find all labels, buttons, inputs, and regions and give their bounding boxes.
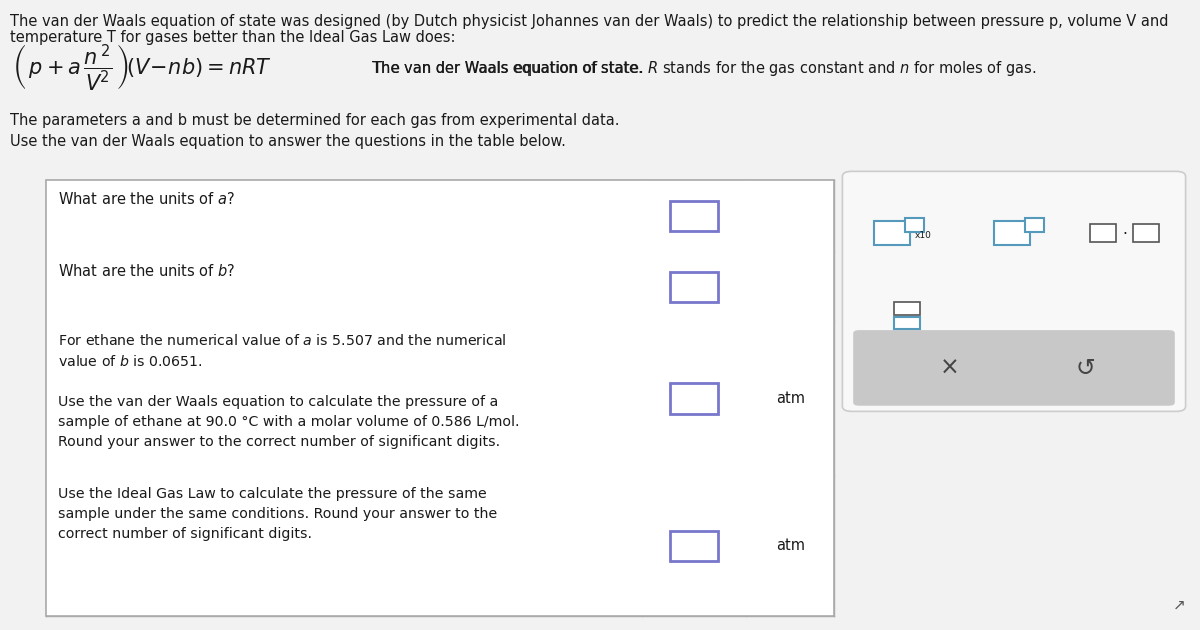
Text: ↗: ↗	[1172, 597, 1186, 612]
Text: ↺: ↺	[1075, 356, 1096, 380]
Text: The parameters a and b must be determined for each gas from experimental data.: The parameters a and b must be determine…	[10, 113, 619, 129]
Text: Use the van der Waals equation to answer the questions in the table below.: Use the van der Waals equation to answer…	[10, 134, 565, 149]
Text: Use the Ideal Gas Law to calculate the pressure of the same
sample under the sam: Use the Ideal Gas Law to calculate the p…	[58, 487, 497, 541]
Text: temperature T for gases better than the Ideal Gas Law does:: temperature T for gases better than the …	[10, 30, 455, 45]
Text: atm: atm	[775, 391, 805, 406]
Text: $\left(\,p+a\,\dfrac{n^{\,2}}{V^{\!2}}\,\right)\!(V\!-\!nb)=nRT$: $\left(\,p+a\,\dfrac{n^{\,2}}{V^{\!2}}\,…	[12, 43, 272, 93]
Text: For ethane the numerical value of $a$ is 5.507 and the numerical
value of $b$ is: For ethane the numerical value of $a$ is…	[58, 333, 520, 449]
Text: x10: x10	[914, 231, 931, 240]
Text: What are the units of $a$?: What are the units of $a$?	[58, 191, 235, 207]
Text: What are the units of $b$?: What are the units of $b$?	[58, 263, 235, 279]
Text: ·: ·	[1122, 227, 1127, 243]
Text: ×: ×	[940, 356, 959, 380]
Text: atm: atm	[775, 539, 805, 553]
Text: The van der Waals equation of state.: The van der Waals equation of state.	[372, 60, 647, 76]
Text: The van der Waals equation of state was designed (by Dutch physicist Johannes va: The van der Waals equation of state was …	[10, 14, 1168, 29]
Text: The van der Waals equation of state. $R$ stands for the gas constant and $n$ for: The van der Waals equation of state. $R$…	[372, 59, 1037, 77]
